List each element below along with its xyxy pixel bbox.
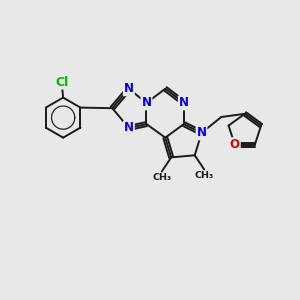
Text: N: N [179,96,189,110]
Text: N: N [124,82,134,95]
Text: N: N [196,126,206,140]
Text: N: N [124,122,134,134]
Text: CH₃: CH₃ [152,173,171,182]
Text: CH₃: CH₃ [195,171,214,180]
Text: N: N [142,96,152,110]
Text: Cl: Cl [55,76,68,89]
Text: O: O [230,138,240,151]
